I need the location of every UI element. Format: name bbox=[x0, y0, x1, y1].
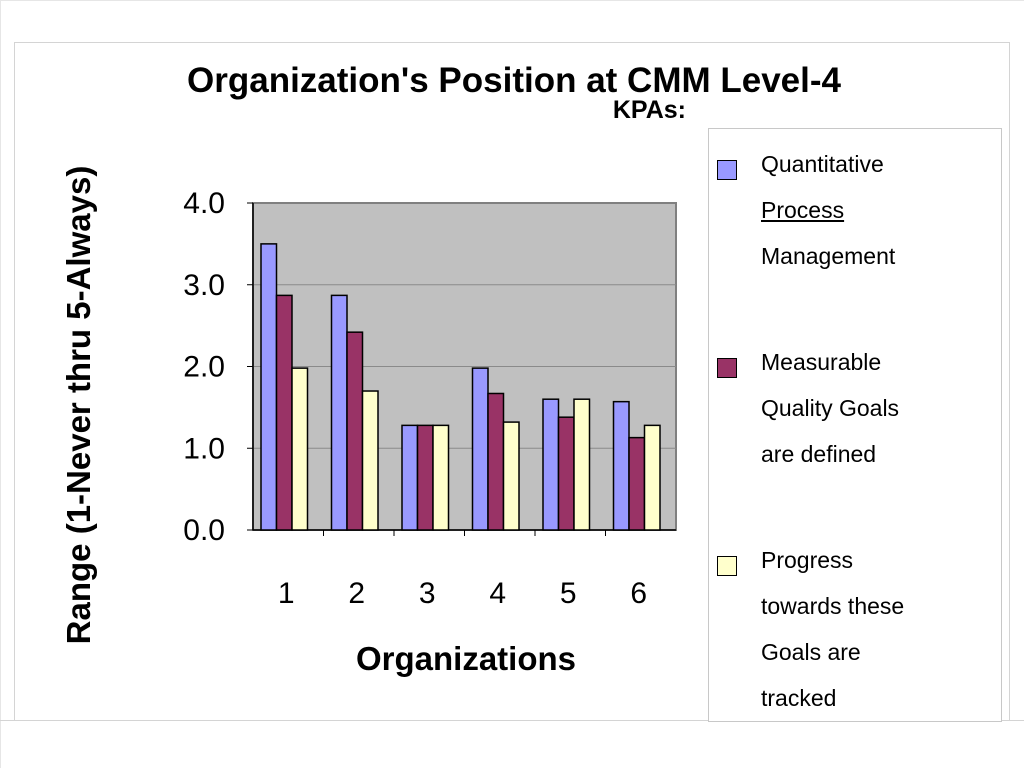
legend-swatch bbox=[717, 358, 737, 378]
y-axis-label: Range (1-Never thru 5-Always) bbox=[60, 166, 97, 645]
y-tick-label: 3.0 bbox=[183, 269, 225, 302]
bar-3-4 bbox=[502, 421, 520, 531]
x-tick-label: 5 bbox=[560, 577, 577, 610]
legend-label-line: are defined bbox=[761, 441, 877, 467]
bar-2-5 bbox=[557, 416, 575, 531]
legend-label-line: towards these bbox=[761, 593, 905, 619]
legend: Quantitative Process Management Measurable Q… bbox=[708, 128, 1002, 722]
legend-label-line: Management bbox=[761, 243, 896, 269]
x-tick-label: 4 bbox=[489, 577, 506, 610]
bar-2-1 bbox=[275, 294, 293, 531]
bar-3-5 bbox=[573, 398, 591, 531]
frame-border-left bbox=[14, 42, 15, 720]
legend-swatch bbox=[717, 160, 737, 180]
bar-3-1 bbox=[291, 367, 309, 531]
legend-swatch bbox=[717, 556, 737, 576]
frame-border-bottom bbox=[0, 720, 1024, 721]
chart-title: Organization's Position at CMM Level-4 bbox=[187, 61, 841, 100]
bar-1-2 bbox=[330, 294, 348, 531]
plot-area: 0.0 1.0 2.0 3.0 4.0 1 2 3 4 5 6 bbox=[183, 187, 677, 610]
legend-title: KPAs: bbox=[613, 96, 686, 124]
bar-1-4 bbox=[471, 367, 489, 531]
x-tick-label: 1 bbox=[278, 577, 295, 610]
legend-label: Progress towards these Goals are tracked bbox=[761, 537, 991, 721]
legend-label-line: Quality Goals bbox=[761, 395, 900, 421]
bar-3-3 bbox=[432, 424, 450, 531]
bar-2-3 bbox=[416, 424, 434, 531]
legend-label-line: Measurable bbox=[761, 349, 882, 375]
legend-label: Measurable Quality Goals are defined bbox=[761, 339, 991, 477]
frame-border-top bbox=[14, 42, 1010, 43]
frame-border-outer-left bbox=[0, 0, 1, 768]
legend-label-line: Quantitative bbox=[761, 151, 884, 177]
bar-1-5 bbox=[542, 398, 560, 531]
legend-label-line: Goals are bbox=[761, 639, 861, 665]
frame-border-outer-top bbox=[0, 0, 1024, 1]
y-tick-label: 4.0 bbox=[183, 187, 225, 220]
y-tick-label: 2.0 bbox=[183, 351, 225, 384]
legend-label-line: tracked bbox=[761, 685, 837, 711]
bar-1-6 bbox=[612, 400, 630, 531]
y-tick-label: 0.0 bbox=[183, 514, 225, 547]
y-tick-label: 1.0 bbox=[183, 432, 225, 465]
x-tick-label: 6 bbox=[630, 577, 647, 610]
frame-border-right bbox=[1009, 42, 1010, 720]
bar-2-6 bbox=[628, 436, 646, 531]
bar-1-3 bbox=[401, 424, 419, 531]
bar-2-4 bbox=[487, 392, 505, 531]
bar-3-6 bbox=[643, 424, 661, 531]
x-tick-label: 2 bbox=[348, 577, 365, 610]
bar-1-1 bbox=[260, 243, 278, 531]
bar-3-2 bbox=[361, 390, 379, 531]
legend-label-line: Progress bbox=[761, 547, 854, 573]
x-tick-label: 3 bbox=[419, 577, 436, 610]
bar-2-2 bbox=[346, 331, 364, 531]
legend-label: Quantitative Process Management bbox=[761, 141, 991, 279]
x-axis-label: Organizations bbox=[356, 640, 576, 677]
legend-label-line: Process bbox=[761, 197, 845, 223]
